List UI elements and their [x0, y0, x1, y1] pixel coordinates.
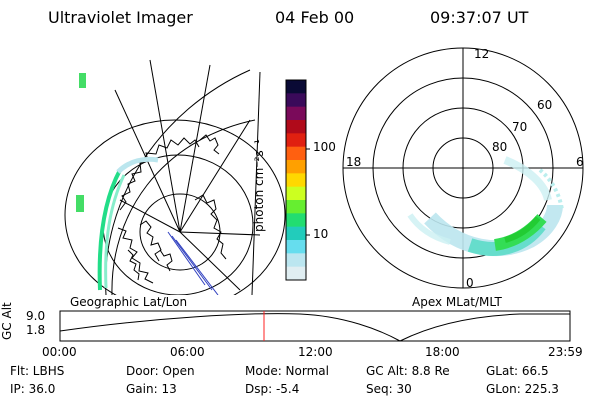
colorbar	[286, 80, 306, 281]
glon-info: GLon: 225.3	[486, 382, 559, 396]
gain-info: Gain: 13	[126, 382, 177, 396]
apex-caption: Apex MLat/MLT	[412, 295, 502, 309]
auroral-trace	[167, 231, 219, 295]
door-info: Door: Open	[126, 364, 195, 378]
timeline-y-tick-high: 9.0	[26, 309, 46, 323]
geographic-caption: Geographic Lat/Lon	[70, 295, 188, 309]
colorbar-segment	[286, 133, 306, 148]
mlt-label-12: 12	[474, 47, 490, 61]
mlt-label-6: 6	[576, 155, 584, 169]
gc-alt-info: GC Alt: 8.8 Re	[366, 364, 450, 378]
mlt-label-0: 0	[466, 276, 474, 290]
colorbar-label-10: 10	[313, 227, 329, 241]
timeline-x-tick-1800: 18:00	[425, 345, 460, 359]
polar-auroral-emission	[407, 156, 564, 257]
colorbar-segment	[286, 200, 306, 214]
colorbar-frame	[285, 79, 307, 281]
instrument-title: Ultraviolet Imager	[48, 8, 193, 27]
colorbar-segment	[286, 160, 306, 174]
timeline-x-tick-0600: 06:00	[170, 345, 205, 359]
timeline-x-tick-1200: 12:00	[298, 345, 333, 359]
date-label: 04 Feb 00	[275, 8, 355, 27]
lat-label-60: 60	[537, 98, 553, 112]
mlt-label-18: 18	[346, 155, 362, 169]
timeline-x-tick-2359: 23:59	[548, 345, 583, 359]
colorbar-segment	[286, 240, 306, 254]
lat-label-70: 70	[512, 120, 528, 134]
colorbar-segment	[286, 106, 306, 121]
colorbar-segment	[286, 226, 306, 241]
left-auroral-emission	[76, 73, 159, 291]
lat-label-80: 80	[492, 140, 508, 154]
colorbar-segment	[286, 213, 306, 228]
colorbar-segment	[286, 120, 306, 134]
colorbar-segment	[286, 266, 306, 281]
colorbar-segment	[286, 80, 306, 94]
filter-info: Flt: LBHS	[10, 364, 65, 378]
dsp-info: Dsp: -5.4	[245, 382, 300, 396]
colorbar-segment	[286, 253, 306, 268]
mode-info: Mode: Normal	[245, 364, 329, 378]
colorbar-segment	[286, 93, 306, 108]
glat-info: GLat: 66.5	[486, 364, 549, 378]
timeline-x-tick-0000: 00:00	[42, 345, 77, 359]
colorbar-segment	[286, 173, 306, 188]
timeline-y-label: GC Alt	[0, 302, 14, 340]
seq-info: Seq: 30	[366, 382, 412, 396]
timeline-y-tick-low: 1.8	[26, 323, 46, 337]
colorbar-label-100: 100	[313, 140, 336, 154]
polar-plot	[342, 47, 584, 289]
colorbar-segment	[286, 186, 306, 201]
colorbar-segment	[286, 146, 306, 161]
orbit-timeline	[59, 310, 571, 342]
time-label: 09:37:07 UT	[430, 8, 529, 27]
colorbar-unit-label: photon cm⁻²s⁻¹	[252, 139, 266, 232]
ip-info: IP: 36.0	[10, 382, 56, 396]
